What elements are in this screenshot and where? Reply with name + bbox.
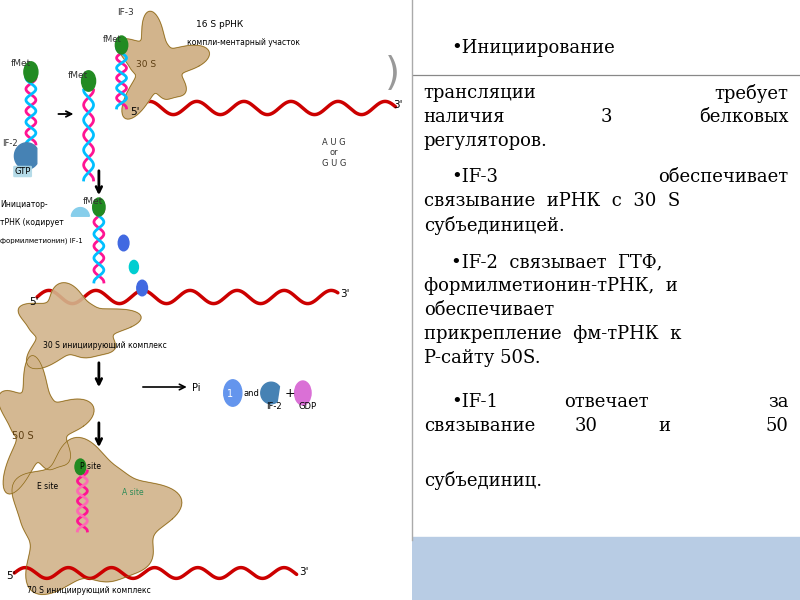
Text: компли-ментарный участок: компли-ментарный участок bbox=[187, 38, 301, 47]
Text: A site: A site bbox=[122, 488, 143, 497]
Text: fMet: fMet bbox=[103, 34, 122, 43]
Text: A U G
or
G U G: A U G or G U G bbox=[322, 138, 346, 168]
Text: наличия: наличия bbox=[424, 108, 505, 126]
Circle shape bbox=[137, 280, 147, 296]
Text: за: за bbox=[768, 393, 788, 411]
Text: •Инициирование: •Инициирование bbox=[451, 39, 614, 57]
Text: трансляции: трансляции bbox=[424, 84, 536, 102]
Text: 3': 3' bbox=[298, 567, 308, 577]
Text: отвечает: отвечает bbox=[564, 393, 648, 411]
Text: E site: E site bbox=[37, 482, 58, 491]
Circle shape bbox=[82, 71, 95, 91]
Text: формилметионин) IF-1: формилметионин) IF-1 bbox=[0, 238, 82, 245]
Text: IF-2: IF-2 bbox=[266, 402, 282, 411]
Text: обеспечивает: обеспечивает bbox=[658, 168, 788, 186]
Circle shape bbox=[93, 198, 105, 216]
Text: и: и bbox=[658, 417, 670, 435]
Text: субъединицей.: субъединицей. bbox=[424, 216, 564, 235]
Text: fMet: fMet bbox=[82, 196, 102, 205]
Text: GDP: GDP bbox=[298, 402, 317, 411]
Text: IF-3: IF-3 bbox=[118, 8, 134, 17]
Polygon shape bbox=[71, 208, 90, 216]
Polygon shape bbox=[18, 283, 141, 369]
Circle shape bbox=[75, 459, 86, 475]
Polygon shape bbox=[12, 437, 182, 595]
Text: and: and bbox=[244, 389, 260, 398]
Circle shape bbox=[24, 62, 38, 82]
Bar bbox=[412, 537, 800, 600]
Text: 5': 5' bbox=[130, 107, 139, 117]
Text: IF-2: IF-2 bbox=[2, 139, 18, 148]
Text: 16 S рРНК: 16 S рРНК bbox=[196, 20, 243, 29]
Text: субъединиц.: субъединиц. bbox=[424, 471, 542, 490]
Circle shape bbox=[115, 36, 128, 54]
Text: Инициатор-: Инициатор- bbox=[0, 200, 48, 209]
Text: 3': 3' bbox=[340, 289, 350, 299]
Text: 1: 1 bbox=[227, 389, 233, 398]
Text: белковых: белковых bbox=[699, 108, 788, 126]
Text: тРНК (кодирует: тРНК (кодирует bbox=[0, 218, 64, 227]
Text: 70 S инициирующий комплекс: 70 S инициирующий комплекс bbox=[26, 586, 150, 595]
Text: Pi: Pi bbox=[191, 383, 200, 393]
Text: 50 S: 50 S bbox=[11, 431, 33, 441]
Text: P site: P site bbox=[80, 462, 102, 471]
Text: 5': 5' bbox=[29, 297, 38, 307]
Text: 30: 30 bbox=[575, 417, 598, 435]
Circle shape bbox=[224, 380, 242, 406]
Text: требует: требует bbox=[714, 84, 788, 103]
Text: •IF-2  связывает  ГТФ,: •IF-2 связывает ГТФ, bbox=[451, 253, 662, 271]
Text: 30 S инициирующий комплекс: 30 S инициирующий комплекс bbox=[43, 341, 167, 350]
Text: ): ) bbox=[385, 55, 400, 94]
Polygon shape bbox=[118, 11, 210, 119]
Circle shape bbox=[130, 260, 138, 274]
Text: 3: 3 bbox=[600, 108, 612, 126]
Text: P-сайту 50S.: P-сайту 50S. bbox=[424, 349, 540, 367]
Text: •IF-1: •IF-1 bbox=[451, 393, 498, 411]
Text: регуляторов.: регуляторов. bbox=[424, 132, 547, 150]
Circle shape bbox=[118, 235, 129, 251]
Polygon shape bbox=[0, 356, 94, 494]
Text: GTP: GTP bbox=[14, 167, 30, 176]
Text: формилметионин-тРНК,  и: формилметионин-тРНК, и bbox=[424, 277, 678, 295]
Text: fMet: fMet bbox=[10, 58, 30, 67]
Text: +: + bbox=[284, 387, 295, 400]
Text: прикрепление  фм-тРНК  к: прикрепление фм-тРНК к bbox=[424, 325, 681, 343]
Text: связывание: связывание bbox=[424, 417, 535, 435]
Text: 3': 3' bbox=[394, 100, 403, 110]
Text: •IF-3: •IF-3 bbox=[451, 168, 498, 186]
Polygon shape bbox=[14, 143, 37, 169]
Text: связывание  иРНК  с  30  S: связывание иРНК с 30 S bbox=[424, 192, 680, 210]
Text: 30 S: 30 S bbox=[136, 60, 156, 69]
Text: fMet: fMet bbox=[68, 70, 88, 79]
Polygon shape bbox=[261, 382, 279, 404]
Text: 50: 50 bbox=[766, 417, 788, 435]
Text: 5': 5' bbox=[6, 571, 16, 581]
Circle shape bbox=[294, 381, 311, 405]
Text: обеспечивает: обеспечивает bbox=[424, 301, 554, 319]
